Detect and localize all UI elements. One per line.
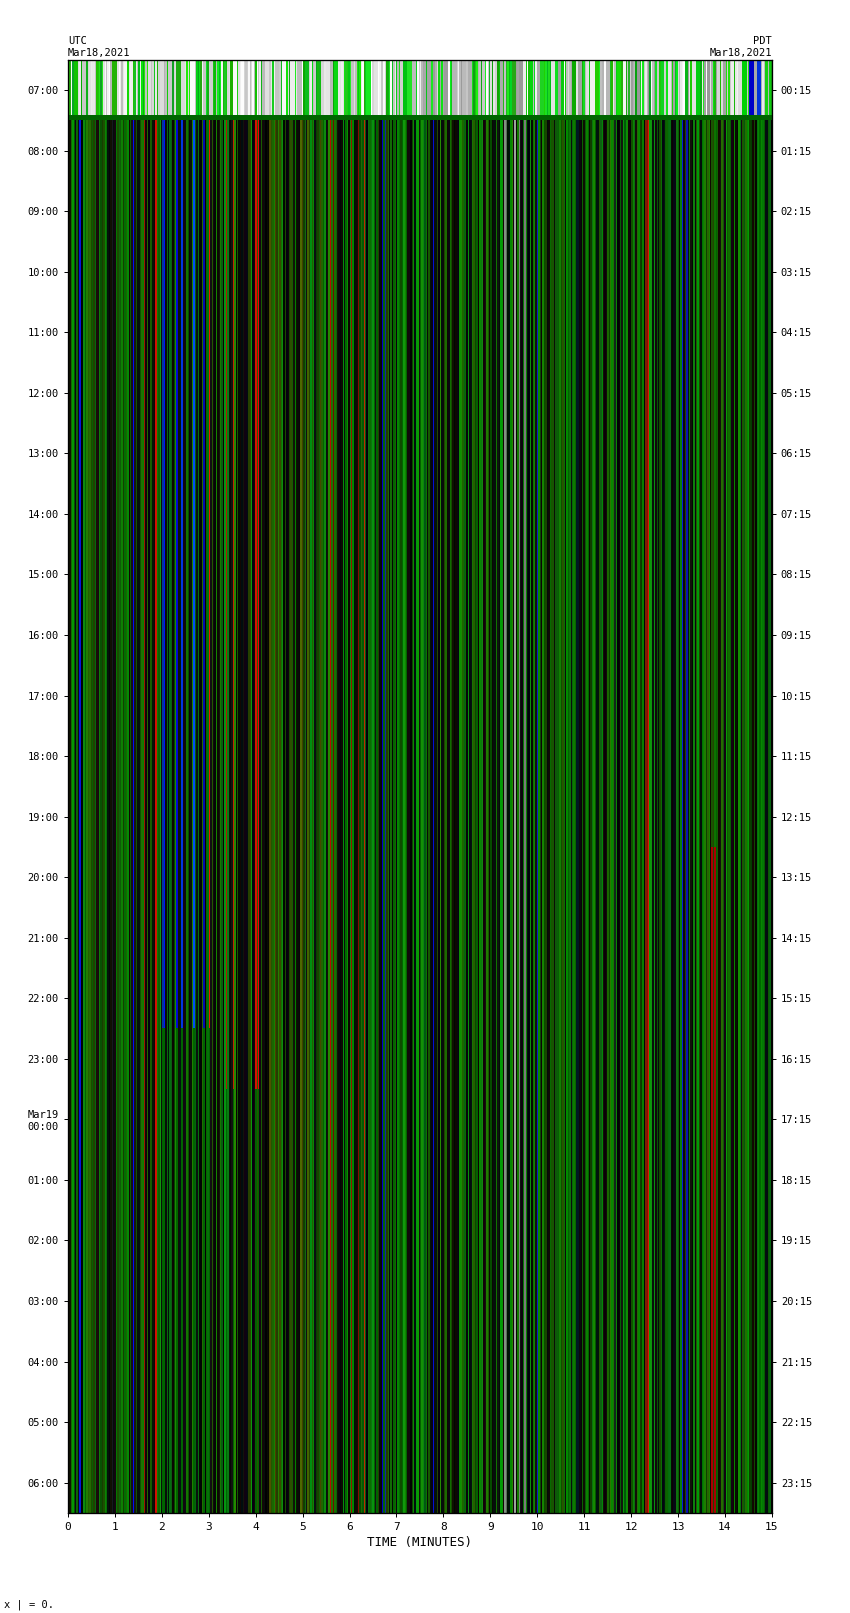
Text: PDT
Mar18,2021: PDT Mar18,2021 bbox=[709, 37, 772, 58]
Text: UTC
Mar18,2021: UTC Mar18,2021 bbox=[68, 37, 131, 58]
Text: x | = 0.: x | = 0. bbox=[4, 1598, 54, 1610]
X-axis label: TIME (MINUTES): TIME (MINUTES) bbox=[367, 1536, 473, 1548]
